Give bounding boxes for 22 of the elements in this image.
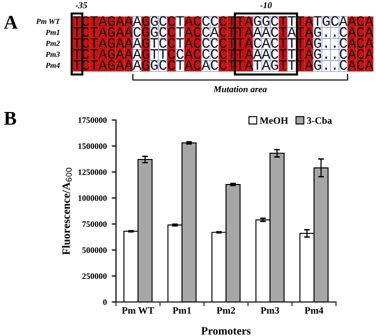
y-tick-label: 1500000 [78,143,107,149]
text: Mutation area [213,86,267,92]
text: -10 [260,2,272,8]
x-tick-label: Pm2 [216,307,236,314]
x-tick-label: Pm1 [172,307,191,314]
y-tick-label: 750000 [82,221,107,227]
x-tick-label: Pm3 [260,307,280,314]
legend-label: 3-Cba [307,116,332,124]
y-axis-title: Fluorescence/A$_{600}$ [62,168,72,255]
y-tick-label: 1250000 [78,169,107,175]
y-tick-label: 250000 [82,273,107,279]
x-axis-title: Promoters [201,327,251,335]
y-tick-label: 500000 [82,247,107,253]
legend-label: MeOH [260,117,288,124]
text: A [4,16,18,29]
y-tick-label: 1750000 [78,117,107,123]
y-tick-label: 1000000 [78,195,107,201]
x-tick-label: Pm4 [304,307,324,314]
x-tick-label: Pm WT [122,307,154,314]
chart-title: B [4,112,16,125]
text: -35 [75,2,88,8]
y-tick-label: 0 [103,299,107,305]
